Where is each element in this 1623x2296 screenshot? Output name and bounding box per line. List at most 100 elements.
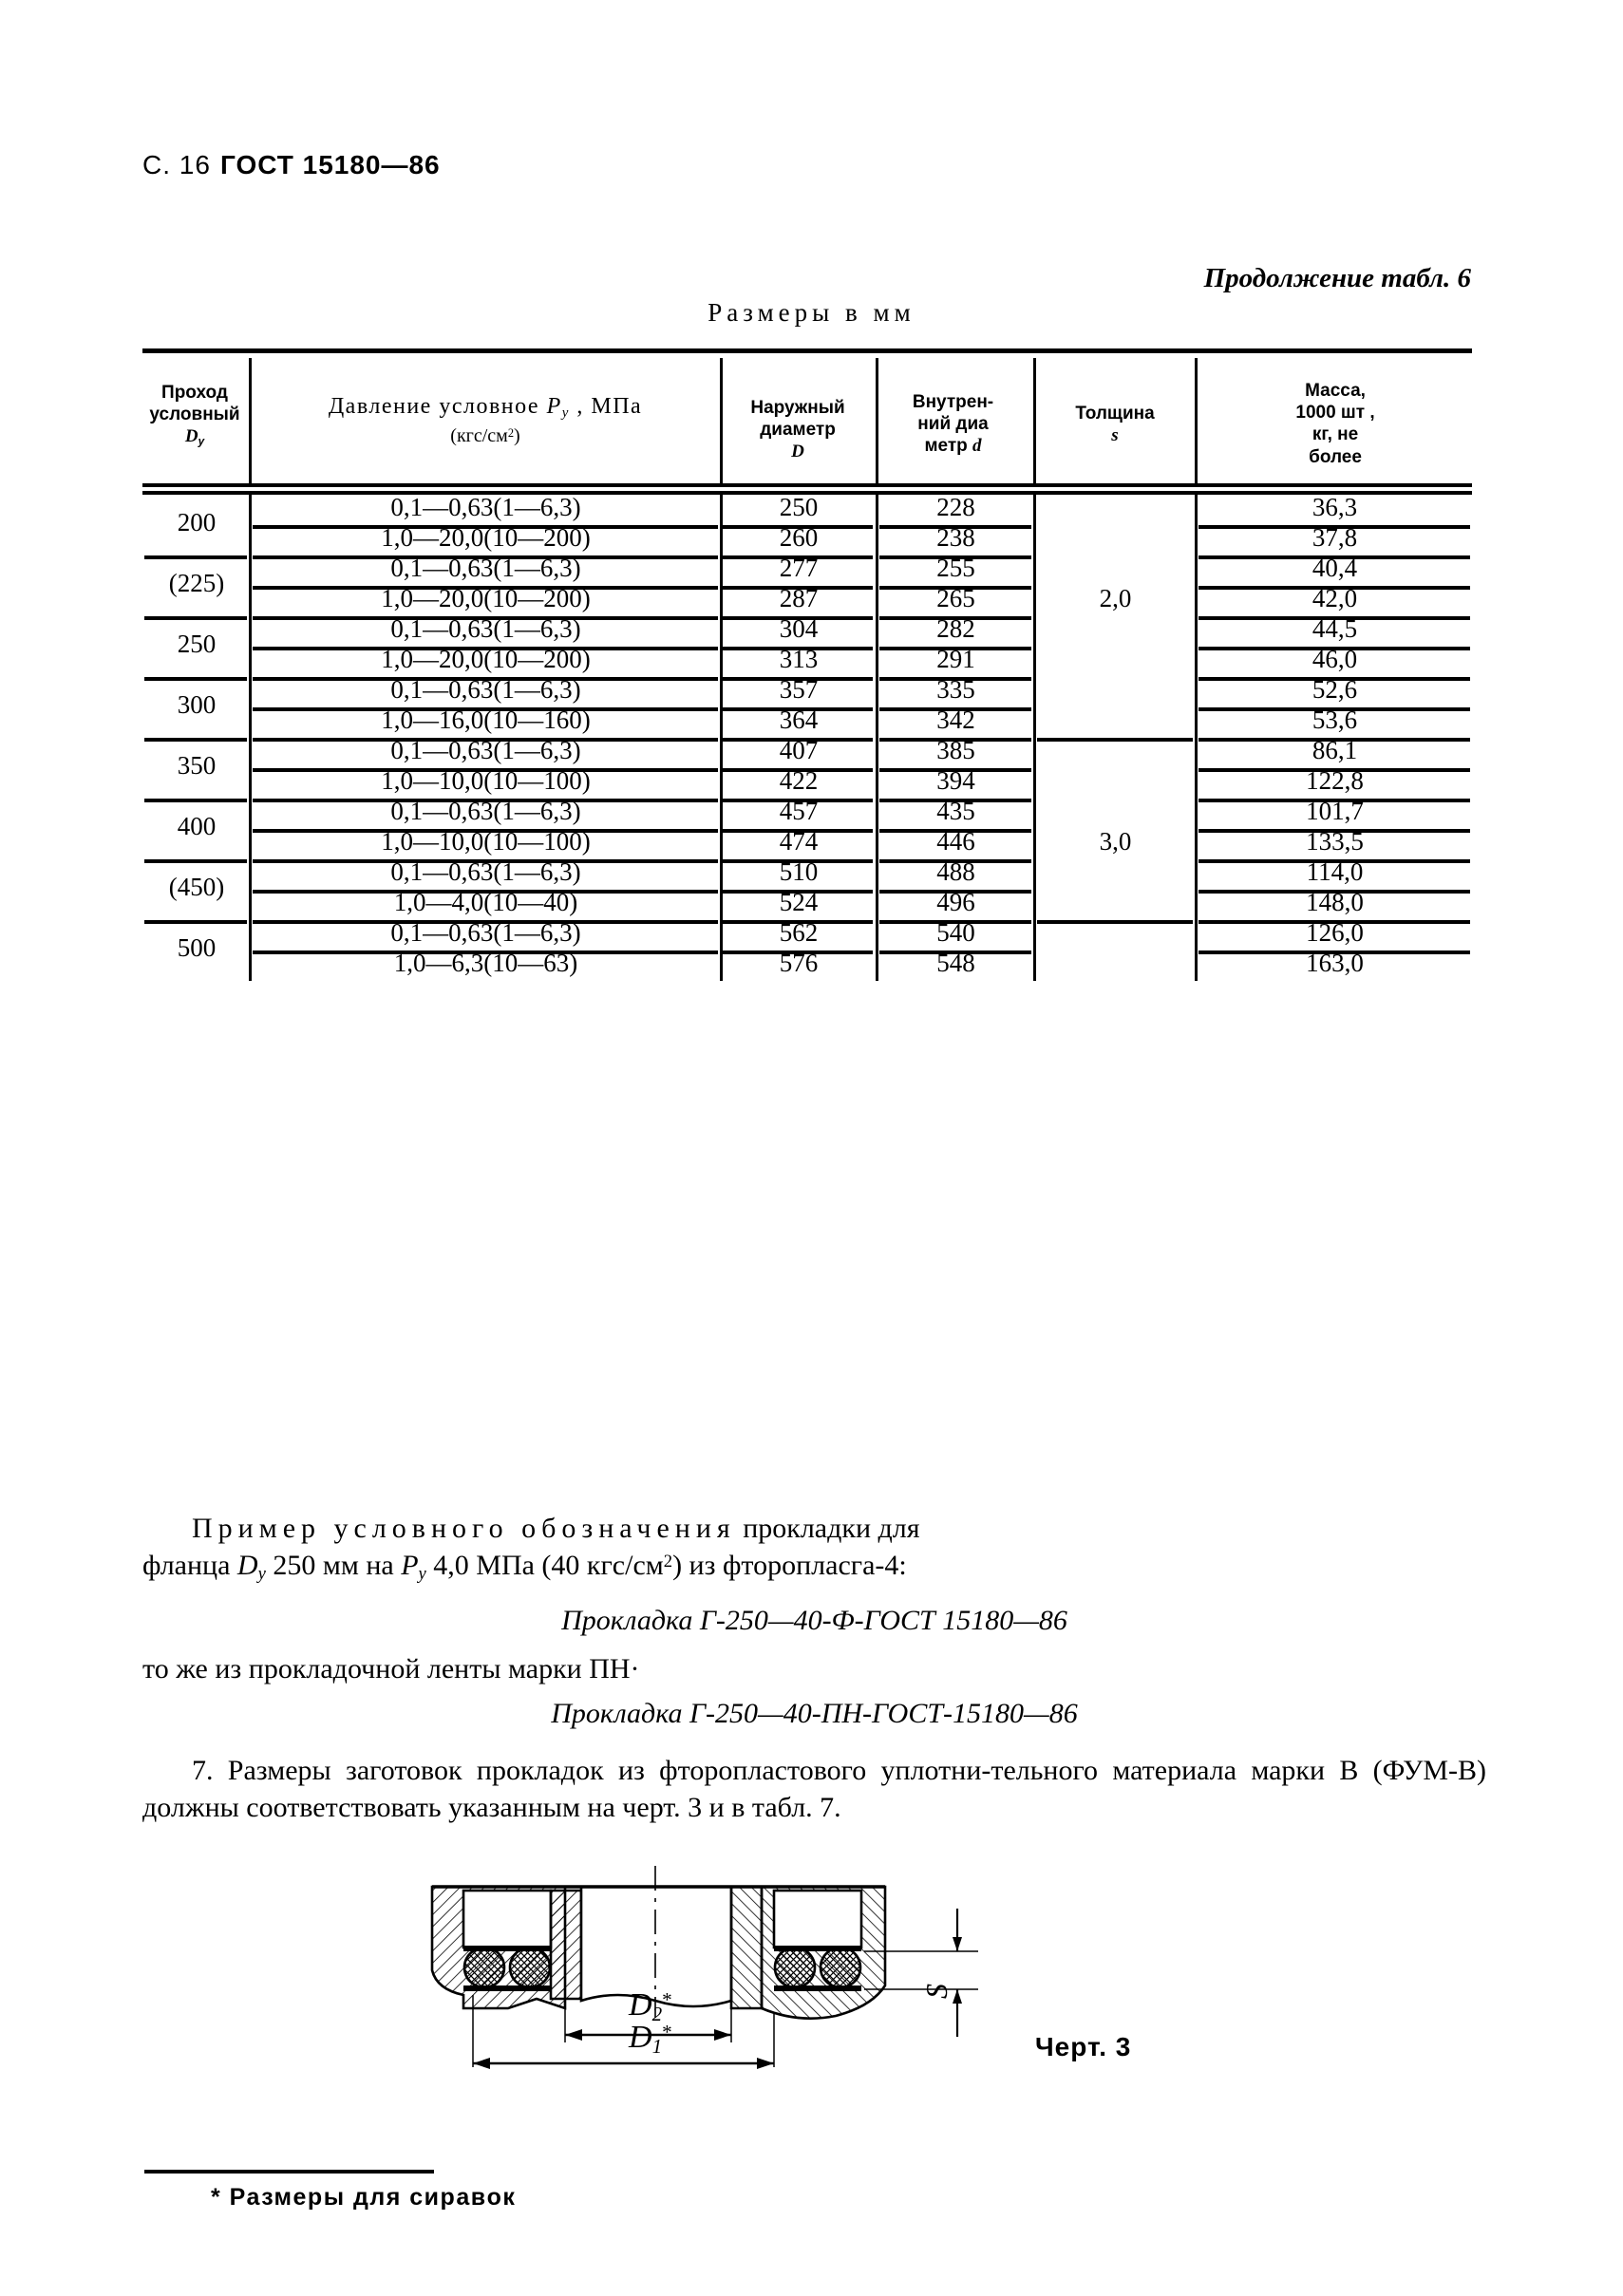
row-rule-pressure (253, 950, 718, 954)
cell-outer-diameter: 510 (779, 857, 819, 886)
row-rule-mass (1198, 950, 1470, 954)
col-sep-2-body (720, 495, 723, 981)
gasket-ring-left-b (508, 1946, 552, 1989)
cell-mass: 148,0 (1306, 888, 1364, 916)
row-rule-outer (723, 677, 873, 681)
group-rule-nominal-bore (144, 859, 247, 863)
cell-pressure: 1,0—16,0(10—160) (381, 706, 591, 734)
designation-line-2: Прокладка Г-250—40-ПН-ГОСТ-15180—86 (551, 1698, 1078, 1729)
row-rule-outer (723, 647, 873, 650)
cell-nominal-bore: 500 (177, 933, 217, 962)
cell-pressure: 0,1—0,63(1—6,3) (390, 554, 581, 582)
row-rule-pressure (253, 555, 718, 559)
header-outer-diameter: Наружный диаметр D (750, 398, 845, 462)
cell-outer-diameter: 407 (779, 736, 819, 764)
rim-left (549, 1889, 583, 2001)
row-rule-outer (723, 890, 873, 894)
cell-mass: 53,6 (1312, 706, 1358, 734)
cell-outer-diameter: 524 (779, 888, 819, 916)
header-mass: Масса, 1000 шт , кг, не более (1295, 381, 1375, 467)
cell-pressure: 0,1—0,63(1—6,3) (390, 675, 581, 704)
col-sep-2-header (720, 358, 723, 484)
cell-mass: 40,4 (1312, 554, 1358, 582)
row-rule-pressure (253, 920, 718, 924)
cell-mass: 37,8 (1312, 523, 1358, 552)
gasket-seat-bot-left (463, 1985, 551, 1991)
cell-nominal-bore: 250 (177, 630, 217, 658)
row-rule-pressure (253, 738, 718, 742)
arrowhead-d1-right (757, 2058, 774, 2069)
group-rule-nominal-bore (144, 616, 247, 620)
cell-pressure: 0,1—0,63(1—6,3) (390, 736, 581, 764)
cell-pressure: 1,0—10,0(10—100) (381, 766, 591, 795)
arrowhead-d1-left (473, 2058, 490, 2069)
row-rule-mass (1198, 555, 1470, 559)
cell-pressure: 0,1—0,63(1—6,3) (390, 918, 581, 947)
clause-7-number: 7. (192, 1755, 214, 1786)
cell-outer-diameter: 260 (779, 523, 819, 552)
row-rule-mass (1198, 829, 1470, 833)
cell-nominal-bore: 400 (177, 812, 217, 840)
cell-inner-diameter: 496 (936, 888, 975, 916)
row-rule-mass (1198, 768, 1470, 772)
cell-outer-diameter: 313 (779, 645, 819, 673)
cell-outer-diameter: 474 (779, 827, 819, 856)
clause-7-text: Размеры заготовок прокладок из фтороплас… (142, 1755, 1486, 1823)
cell-nominal-bore: 300 (177, 690, 217, 719)
row-rule-outer (723, 768, 873, 772)
gasket-seat-bot-right (774, 1985, 861, 1991)
cell-mass: 114,0 (1306, 857, 1364, 886)
cell-mass: 86,1 (1312, 736, 1358, 764)
row-rule-outer (723, 950, 873, 954)
cell-mass: 101,7 (1306, 797, 1364, 825)
cell-mass: 133,5 (1306, 827, 1364, 856)
row-rule-mass (1198, 677, 1470, 681)
figure-caption: Черт. 3 (1035, 2032, 1132, 2061)
cell-outer-diameter: 562 (779, 918, 819, 947)
cell-outer-diameter: 250 (779, 493, 819, 521)
example-head-spaced: Пример условного обозначения (192, 1513, 736, 1544)
cell-inner-diameter: 435 (936, 797, 975, 825)
row-rule-inner (879, 525, 1031, 529)
example-head-tail: прокладки для (735, 1513, 920, 1544)
cell-inner-diameter: 265 (936, 584, 975, 612)
row-rule-mass (1198, 799, 1470, 802)
cell-thickness: 2,0 (1099, 584, 1132, 612)
header-dy: Проход условный Dу (149, 383, 240, 448)
rim-right (729, 1885, 764, 2010)
standard-number: ГОСТ 15180—86 (219, 150, 441, 179)
cavity-right (772, 1889, 863, 1949)
cell-pressure: 1,0—6,3(10—63) (393, 949, 578, 977)
row-rule-mass (1198, 525, 1470, 529)
row-rule-outer (723, 738, 873, 742)
cell-pressure: 1,0—20,0(10—200) (381, 523, 591, 552)
row-rule-pressure (253, 647, 718, 650)
row-rule-mass (1198, 859, 1470, 863)
cell-outer-diameter: 304 (779, 614, 819, 643)
gasket-seat-top-right (774, 1946, 861, 1951)
arrowhead-s-lower (953, 1989, 962, 2004)
row-rule-inner (879, 647, 1031, 650)
row-rule-pressure (253, 890, 718, 894)
table-header-row: Проход условный Dу Давление условное Pу , … (142, 353, 1472, 482)
cavity-left (462, 1889, 553, 1949)
cell-inner-diameter: 291 (936, 645, 975, 673)
row-rule-inner (879, 890, 1031, 894)
group-rule-thickness (1037, 920, 1193, 924)
col-sep-5-header (1195, 358, 1198, 484)
cell-inner-diameter: 540 (936, 918, 975, 947)
row-rule-pressure (253, 768, 718, 772)
cell-inner-diameter: 488 (936, 857, 975, 886)
cell-mass: 36,3 (1312, 493, 1358, 521)
cell-inner-diameter: 228 (936, 493, 975, 521)
row-rule-mass (1198, 616, 1470, 620)
cell-inner-diameter: 446 (936, 827, 975, 856)
row-rule-pressure (253, 586, 718, 590)
group-rule-nominal-bore (144, 555, 247, 559)
row-rule-outer (723, 829, 873, 833)
row-rule-inner (879, 738, 1031, 742)
row-rule-mass (1198, 647, 1470, 650)
cell-inner-diameter: 238 (936, 523, 975, 552)
dim-label-s: S (919, 1984, 953, 1999)
